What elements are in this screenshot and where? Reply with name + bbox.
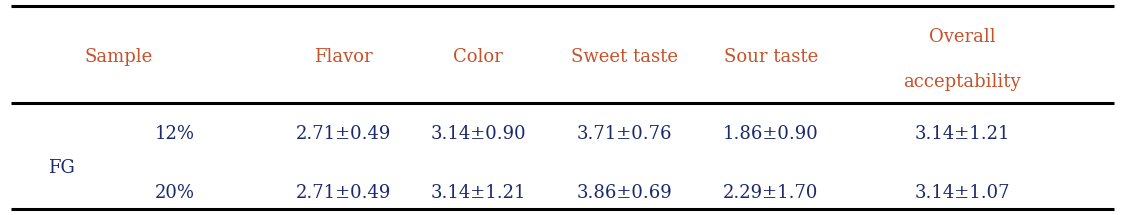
Text: 3.14±1.21: 3.14±1.21 (431, 184, 525, 203)
Text: 20%: 20% (154, 184, 195, 203)
Text: 12%: 12% (154, 125, 195, 143)
Text: acceptability: acceptability (903, 73, 1020, 91)
Text: Sample: Sample (84, 48, 152, 66)
Text: Flavor: Flavor (314, 48, 372, 66)
Text: Color: Color (453, 48, 503, 66)
Text: Sweet taste: Sweet taste (570, 48, 678, 66)
Text: 3.86±0.69: 3.86±0.69 (576, 184, 673, 203)
Text: Sour taste: Sour taste (723, 48, 818, 66)
Text: 2.29±1.70: 2.29±1.70 (723, 184, 818, 203)
Text: 3.14±0.90: 3.14±0.90 (430, 125, 526, 143)
Text: Overall: Overall (928, 28, 996, 46)
Text: FG: FG (48, 159, 75, 177)
Text: 3.14±1.07: 3.14±1.07 (915, 184, 1009, 203)
Text: 1.86±0.90: 1.86±0.90 (722, 125, 819, 143)
Text: 3.14±1.21: 3.14±1.21 (915, 125, 1009, 143)
Text: 3.71±0.76: 3.71±0.76 (577, 125, 672, 143)
Text: 2.71±0.49: 2.71±0.49 (296, 184, 390, 203)
Text: 2.71±0.49: 2.71±0.49 (296, 125, 390, 143)
